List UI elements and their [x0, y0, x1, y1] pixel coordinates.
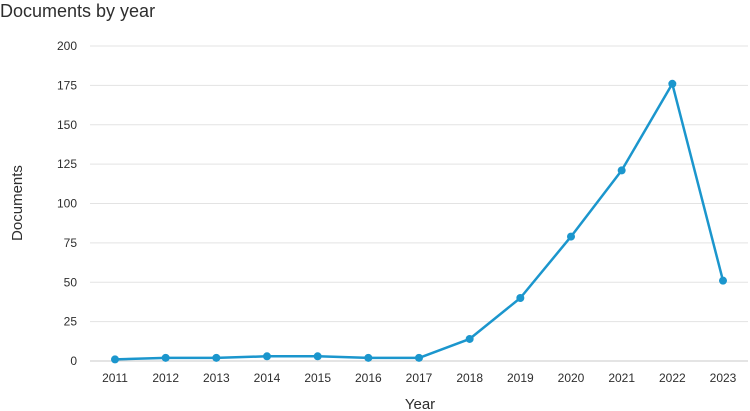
x-tick-label: 2016	[355, 371, 382, 385]
data-point[interactable]	[617, 166, 626, 175]
x-axis-title: Year	[405, 396, 435, 411]
y-tick-label: 50	[64, 275, 78, 289]
data-point[interactable]	[415, 353, 423, 362]
data-point[interactable]	[516, 294, 525, 302]
y-axis-ticks: 0 25 50 75 100 125 150 175 200	[57, 39, 77, 368]
x-tick-label: 2012	[152, 371, 179, 385]
x-tick-label: 2013	[203, 371, 230, 385]
x-tick-label: 2019	[507, 371, 534, 385]
y-tick-label: 175	[57, 78, 77, 92]
y-tick-label: 75	[64, 236, 78, 250]
data-point[interactable]	[567, 232, 575, 241]
y-tick-label: 0	[70, 354, 77, 368]
data-point[interactable]	[465, 334, 474, 343]
series-layer	[111, 79, 727, 364]
data-point[interactable]	[719, 276, 727, 285]
data-point[interactable]	[161, 353, 170, 362]
x-tick-label: 2015	[304, 371, 331, 385]
x-axis-ticks: 2011 2012 2013 2014 2015 2016 2017 2018 2019 2020…	[102, 371, 737, 385]
data-point[interactable]	[364, 353, 373, 362]
x-tick-label: 2023	[710, 371, 737, 385]
x-tick-label: 2021	[608, 371, 635, 385]
data-point[interactable]	[212, 353, 221, 362]
x-tick-label: 2014	[254, 371, 281, 385]
x-tick-label: 2018	[456, 371, 483, 385]
y-tick-label: 100	[57, 197, 77, 211]
data-point[interactable]	[313, 352, 322, 361]
x-tick-label: 2017	[406, 371, 433, 385]
data-point[interactable]	[263, 352, 271, 361]
data-point[interactable]	[668, 79, 677, 88]
y-tick-label: 150	[57, 118, 77, 132]
y-tick-label: 125	[57, 157, 77, 171]
y-axis-title: Documents	[9, 165, 26, 241]
data-point[interactable]	[111, 355, 119, 364]
chart-title: Documents by year	[0, 1, 156, 21]
x-tick-label: 2020	[558, 371, 585, 385]
x-tick-label: 2011	[102, 371, 128, 385]
y-tick-label: 200	[57, 39, 77, 53]
x-tick-label: 2022	[659, 371, 686, 385]
grid-layer	[90, 45, 748, 362]
y-tick-label: 25	[64, 315, 78, 329]
